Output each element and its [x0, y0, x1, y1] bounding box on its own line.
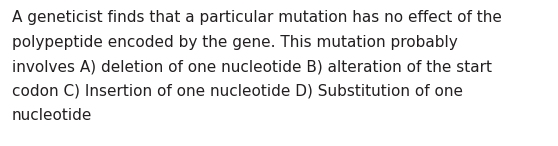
Text: codon C) Insertion of one nucleotide D) Substitution of one: codon C) Insertion of one nucleotide D) … — [12, 84, 463, 99]
Text: polypeptide encoded by the gene. This mutation probably: polypeptide encoded by the gene. This mu… — [12, 34, 458, 49]
Text: nucleotide: nucleotide — [12, 108, 93, 123]
Text: involves A) deletion of one nucleotide B) alteration of the start: involves A) deletion of one nucleotide B… — [12, 59, 492, 74]
Text: A geneticist finds that a particular mutation has no effect of the: A geneticist finds that a particular mut… — [12, 10, 502, 25]
